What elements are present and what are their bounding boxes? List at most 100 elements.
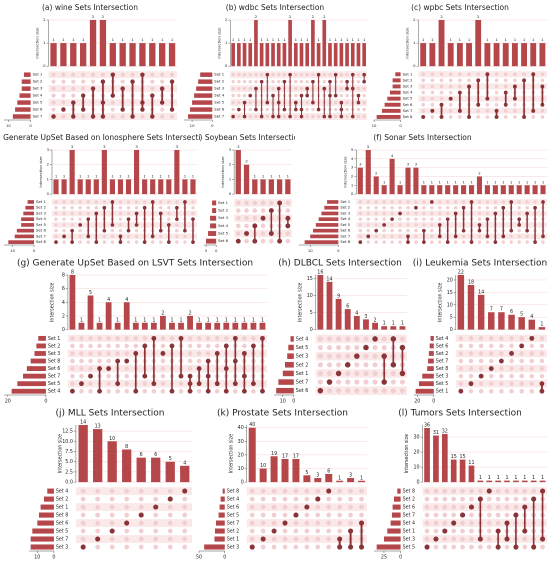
empty-dot bbox=[322, 79, 326, 84]
set-size-bar bbox=[26, 366, 46, 371]
set-label: Set 3 bbox=[227, 545, 239, 551]
intersection-bar bbox=[333, 43, 338, 67]
intersection-bar bbox=[223, 322, 230, 330]
row-shade bbox=[422, 487, 547, 496]
empty-dot bbox=[439, 96, 444, 101]
empty-dot bbox=[97, 343, 102, 349]
bar-value-label: 1 bbox=[422, 37, 425, 42]
empty-dot bbox=[430, 217, 434, 221]
bar-value-label: 4 bbox=[391, 153, 394, 158]
empty-dot bbox=[134, 228, 139, 233]
member-dot bbox=[476, 78, 481, 83]
empty-dot bbox=[336, 362, 342, 368]
x-tick-label: 0 bbox=[337, 248, 340, 253]
intersection-bar bbox=[429, 43, 436, 67]
empty-dot bbox=[513, 109, 517, 113]
intersection-bar bbox=[511, 43, 518, 67]
member-dot bbox=[512, 96, 517, 101]
empty-dot bbox=[486, 496, 492, 502]
set-size-bar bbox=[318, 217, 339, 222]
upset-chart: (h) DLBCL Sets Intersection051015Interse… bbox=[274, 259, 407, 405]
intersection-bar bbox=[500, 185, 506, 195]
y-tick-label: 6 bbox=[62, 286, 65, 292]
empty-dot bbox=[519, 388, 524, 394]
bar-value-label: 1 bbox=[454, 179, 457, 184]
y-tick-label: 10 bbox=[238, 466, 244, 472]
empty-dot bbox=[70, 200, 74, 204]
y-tick-label: 0 bbox=[417, 480, 420, 486]
empty-dot bbox=[485, 240, 490, 244]
member-dot bbox=[382, 223, 386, 227]
empty-dot bbox=[70, 366, 75, 371]
member-dot bbox=[517, 223, 522, 227]
set-size-bar bbox=[25, 205, 34, 210]
set-label: Set 2 bbox=[436, 351, 448, 357]
bar-value-label: 1 bbox=[116, 317, 119, 323]
empty-dot bbox=[359, 496, 364, 502]
upset-chart: (b) wdbc Sets Intersection012Intersectio… bbox=[184, 3, 367, 128]
member-dot bbox=[381, 379, 387, 385]
intersection-bar bbox=[282, 43, 287, 67]
empty-dot bbox=[90, 72, 96, 77]
member-dot bbox=[150, 114, 155, 119]
row-shade bbox=[418, 107, 547, 114]
empty-dot bbox=[293, 496, 299, 502]
set-size-bar bbox=[43, 496, 54, 502]
bar-value-label: 3 bbox=[135, 144, 138, 149]
intersection-bar bbox=[539, 43, 546, 67]
bar-value-label: 3 bbox=[103, 144, 106, 149]
empty-dot bbox=[525, 234, 529, 239]
member-dot bbox=[110, 200, 115, 204]
empty-dot bbox=[259, 72, 264, 77]
empty-dot bbox=[451, 512, 457, 518]
bar-value-label: 1 bbox=[216, 317, 219, 323]
empty-dot bbox=[421, 84, 426, 89]
intersection-bar bbox=[268, 179, 274, 195]
empty-dot bbox=[414, 228, 418, 233]
empty-dot bbox=[80, 520, 86, 526]
intersection-bar bbox=[303, 475, 311, 483]
empty-dot bbox=[109, 544, 115, 550]
empty-dot bbox=[362, 93, 366, 98]
intersection-bar bbox=[182, 179, 188, 195]
empty-dot bbox=[414, 234, 418, 239]
empty-dot bbox=[406, 223, 410, 227]
empty-dot bbox=[81, 114, 86, 119]
member-dot bbox=[504, 520, 510, 526]
intersection-bar bbox=[516, 185, 522, 195]
member-dot bbox=[509, 200, 514, 204]
empty-dot bbox=[422, 205, 426, 210]
intersection-bar bbox=[373, 176, 379, 195]
empty-dot bbox=[70, 373, 75, 379]
set-size-bar bbox=[428, 358, 434, 364]
bar-value-label: 1 bbox=[479, 475, 482, 481]
empty-dot bbox=[337, 520, 343, 526]
member-dot bbox=[277, 238, 283, 244]
bar-value-label: 1 bbox=[111, 173, 114, 178]
set-size-bar bbox=[188, 114, 213, 119]
empty-dot bbox=[282, 488, 288, 494]
member-dot bbox=[242, 114, 247, 119]
member-dot bbox=[80, 93, 86, 98]
member-dot bbox=[522, 504, 528, 510]
empty-dot bbox=[110, 107, 115, 112]
empty-dot bbox=[468, 336, 474, 341]
empty-dot bbox=[115, 388, 120, 394]
bar-value-label: 1 bbox=[55, 173, 58, 178]
member-dot bbox=[102, 228, 107, 233]
bar-value-label: 1 bbox=[363, 37, 366, 42]
member-dot bbox=[509, 228, 514, 233]
empty-dot bbox=[522, 496, 528, 502]
y-tick-label: 0.0 bbox=[65, 480, 73, 486]
empty-dot bbox=[124, 504, 130, 510]
intersection-bar bbox=[413, 167, 419, 195]
set-label: Set 6 bbox=[48, 366, 60, 372]
x-tick-label: 0 bbox=[29, 123, 32, 128]
set-label: Set 6 bbox=[33, 107, 43, 112]
intersection-bar bbox=[495, 480, 501, 483]
empty-dot bbox=[231, 100, 235, 105]
empty-dot bbox=[124, 373, 129, 379]
bar-value-label: 1 bbox=[261, 317, 264, 323]
set-size-bar bbox=[429, 343, 434, 349]
member-dot bbox=[242, 100, 247, 105]
